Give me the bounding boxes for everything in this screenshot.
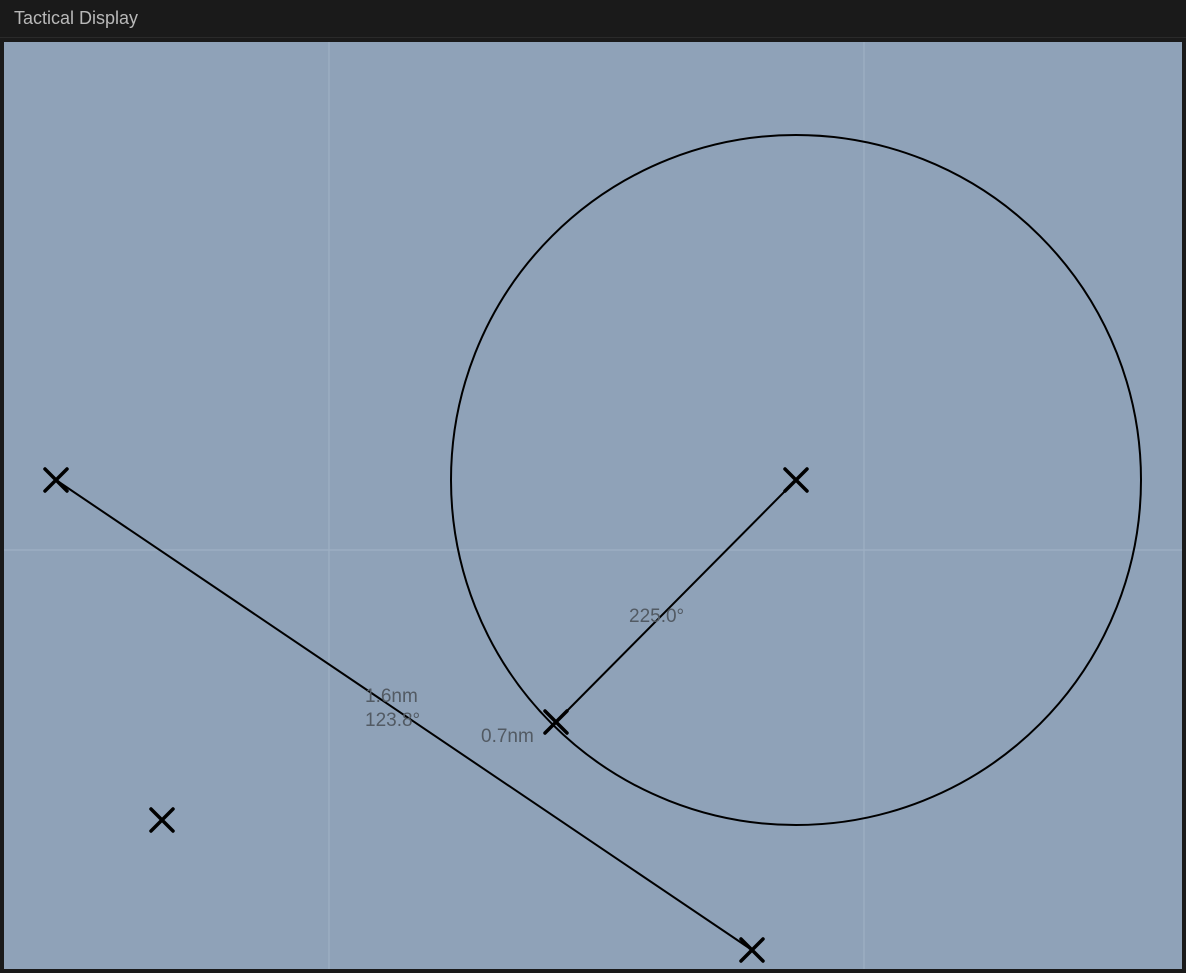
- tactical-canvas[interactable]: 1.6nm 123.8° 225.0° 0.7nm: [4, 42, 1182, 969]
- readout-label-l3: 225.0°: [629, 606, 684, 627]
- readout-label-l2: 123.8°: [365, 710, 420, 731]
- window-title: Tactical Display: [14, 8, 138, 28]
- canvas-container: 1.6nm 123.8° 225.0° 0.7nm: [0, 38, 1186, 973]
- window-titlebar: Tactical Display: [0, 0, 1186, 38]
- tactical-plot-svg[interactable]: 1.6nm 123.8° 225.0° 0.7nm: [4, 42, 1182, 969]
- readout-label-l1: 1.6nm: [365, 686, 418, 707]
- readout-label-l4: 0.7nm: [481, 726, 534, 747]
